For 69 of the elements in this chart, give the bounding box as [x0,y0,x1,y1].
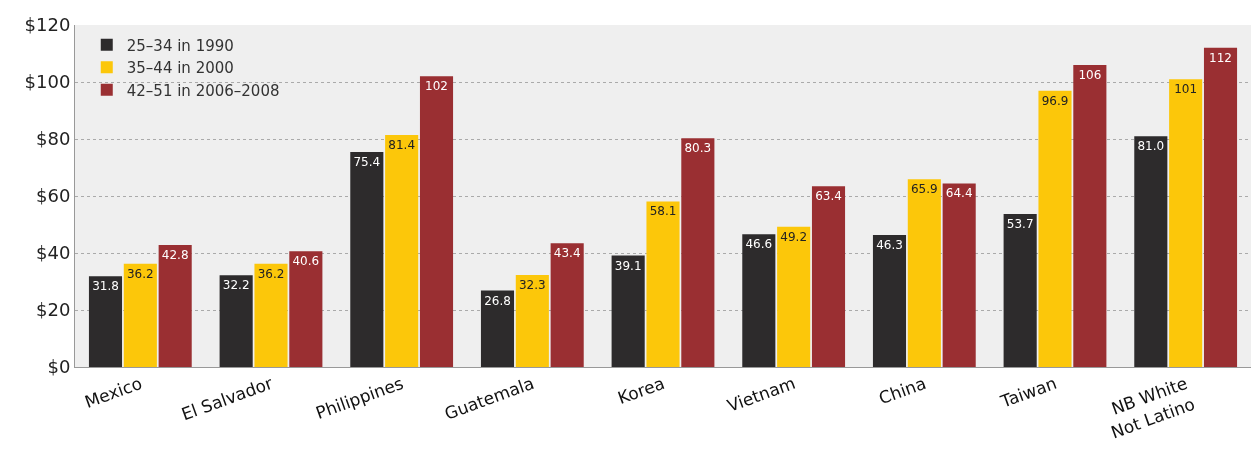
bar [254,263,288,367]
data-label: 75.4 [353,155,381,170]
data-label: 39.1 [614,258,642,273]
data-label: 106 [1078,67,1102,82]
data-label: 58.1 [649,204,677,219]
bar [1073,64,1107,367]
data-label: 46.6 [745,237,773,252]
bar [88,276,123,367]
data-label: 36.2 [257,266,285,281]
data-label: 80.3 [684,141,712,156]
bar [872,235,907,367]
x-tick-label: Mexico [81,372,145,412]
data-label: 36.2 [126,266,154,281]
bar [1134,136,1168,367]
bar [611,255,645,367]
bar [219,275,253,367]
data-label: 64.4 [945,186,973,201]
x-tick-label: China [876,372,929,409]
data-label: 96.9 [1041,93,1069,108]
bar [811,186,846,367]
bar [515,274,549,367]
data-label: 81.0 [1137,139,1165,154]
data-label: 81.4 [388,138,416,153]
data-label: 65.9 [910,182,938,197]
bar [350,152,384,367]
legend-label: 42–51 in 2006–2008 [126,81,280,100]
data-label: 46.3 [876,238,903,253]
data-label: 42.8 [161,248,189,263]
bar [1203,47,1238,367]
y-tick-label: $40 [36,242,71,264]
data-label: 63.4 [815,189,842,204]
bar [742,234,776,367]
data-label: 40.6 [292,254,320,269]
bar [480,290,515,367]
data-label: 31.8 [92,279,119,294]
data-label: 112 [1209,50,1232,65]
data-label: 26.8 [484,293,511,308]
bar [289,251,323,367]
data-label: 53.7 [1006,216,1034,231]
data-label: 43.4 [553,246,581,261]
bar [942,183,976,367]
y-tick-label: $80 [36,128,71,150]
legend-label: 25–34 in 1990 [126,36,234,55]
bar [419,76,454,367]
bar [385,135,419,367]
legend-label: 35–44 in 2000 [126,59,234,78]
data-label: 32.2 [222,278,250,293]
data-label: 32.3 [518,277,546,292]
bar [907,179,941,367]
data-label: 49.2 [780,229,808,244]
y-tick-label: $100 [24,71,71,93]
y-tick-label: $0 [47,356,71,378]
bar [123,263,157,367]
y-tick-label: $60 [36,185,71,207]
data-label: 102 [425,79,448,94]
x-tick-label: Korea [615,372,668,409]
x-tick-label: Taiwan [997,372,1060,412]
bar [646,201,680,367]
bar [1169,79,1203,367]
data-label: 101 [1174,82,1198,97]
bar [158,245,192,367]
x-tick-label: NB White Not Latino [1108,372,1198,443]
y-tick-label: $120 [24,14,71,36]
bar [550,243,584,367]
bar [681,138,715,367]
bar [777,226,811,367]
bar [1003,213,1037,367]
bar [1038,90,1072,367]
y-tick-label: $20 [36,299,71,321]
